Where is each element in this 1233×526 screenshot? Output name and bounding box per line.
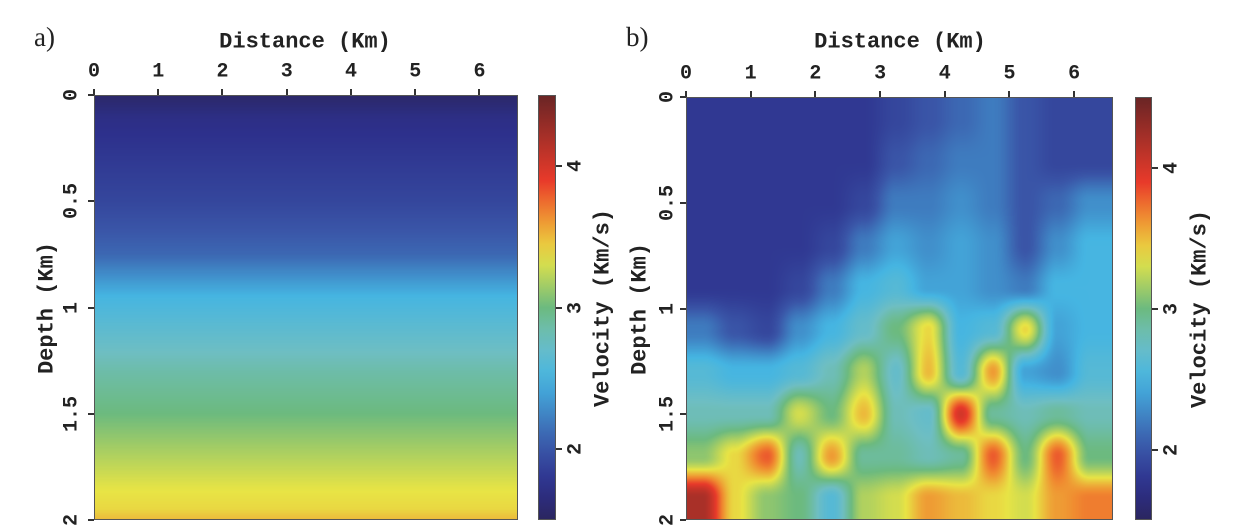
x-tick-mark [1073, 91, 1076, 97]
x-tick-label: 5 [1003, 62, 1016, 86]
x-tick-mark [478, 89, 481, 95]
x-tick-mark [814, 91, 817, 97]
colorbar-tick-mark [556, 164, 562, 167]
colorbar-tick-label: 4 [564, 159, 588, 172]
x-axis-title: Distance (Km) [814, 29, 986, 55]
x-tick-mark [749, 91, 752, 97]
x-tick-label: 6 [1068, 62, 1081, 86]
colorbar-title: Velocity (Km/s) [590, 208, 616, 407]
x-tick-mark [685, 91, 687, 97]
y-tick-mark [680, 519, 686, 521]
y-tick-label: 1.5 [656, 396, 680, 433]
y-tick-mark [680, 96, 686, 98]
x-tick-label: 4 [344, 60, 357, 84]
y-tick-label: 1 [656, 302, 680, 315]
x-tick-label: 1 [152, 60, 165, 84]
plot-frame [686, 97, 1113, 520]
colorbar-tick-label: 4 [1160, 161, 1184, 174]
x-tick-label: 0 [679, 62, 693, 86]
plot-frame [94, 95, 518, 520]
y-tick-label: 1.5 [60, 395, 84, 432]
x-tick-label: 2 [216, 60, 229, 84]
y-tick-mark [88, 200, 94, 203]
y-tick-label: 0 [656, 90, 680, 104]
x-axis-title: Distance (Km) [219, 29, 391, 55]
x-tick-mark [879, 91, 882, 97]
velocity-heatmap [94, 95, 518, 520]
x-tick-label: 6 [473, 60, 486, 84]
y-tick-mark [680, 201, 686, 204]
y-axis-title: Depth (Km) [34, 241, 60, 374]
colorbar-title: Velocity (Km/s) [1187, 209, 1213, 408]
x-tick-mark [1008, 91, 1011, 97]
colorbar-tick-mark [1152, 166, 1158, 169]
colorbar [538, 95, 556, 520]
x-tick-mark [93, 89, 95, 95]
x-tick-label: 1 [744, 62, 757, 86]
y-axis-title: Depth (Km) [627, 242, 653, 375]
colorbar-tick-label: 2 [564, 443, 588, 456]
colorbar-tick-mark [556, 448, 562, 451]
colorbar [1135, 97, 1152, 520]
colorbar-tick-label: 3 [564, 301, 588, 314]
y-tick-mark [88, 412, 94, 415]
y-tick-label: 0.5 [656, 184, 680, 221]
y-tick-mark [680, 307, 686, 310]
velocity-heatmap [686, 97, 1113, 520]
colorbar-tick-label: 3 [1160, 302, 1184, 315]
y-tick-label: 1 [60, 301, 84, 314]
y-tick-mark [88, 94, 94, 96]
panel-label: b) [626, 22, 649, 52]
y-tick-label: 2 [60, 513, 84, 526]
x-tick-mark [221, 89, 224, 95]
panel-label: a) [34, 22, 55, 52]
colorbar-tick-label: 2 [1160, 443, 1184, 456]
x-tick-label: 2 [809, 62, 822, 86]
x-tick-mark [349, 89, 352, 95]
x-tick-mark [285, 89, 288, 95]
y-tick-mark [88, 519, 94, 521]
x-tick-mark [157, 89, 160, 95]
y-tick-label: 0 [60, 88, 84, 102]
colorbar-tick-mark [1152, 307, 1158, 310]
x-tick-label: 3 [874, 62, 887, 86]
y-tick-label: 2 [656, 513, 680, 526]
x-tick-label: 0 [87, 60, 101, 84]
x-tick-label: 4 [938, 62, 951, 86]
x-tick-label: 3 [280, 60, 293, 84]
colorbar-tick-mark [556, 306, 562, 309]
colorbar-tick-mark [1152, 448, 1158, 451]
y-tick-label: 0.5 [60, 183, 84, 220]
x-tick-label: 5 [409, 60, 422, 84]
x-tick-mark [943, 91, 946, 97]
y-tick-mark [88, 306, 94, 309]
y-tick-mark [680, 413, 686, 416]
x-tick-mark [414, 89, 417, 95]
